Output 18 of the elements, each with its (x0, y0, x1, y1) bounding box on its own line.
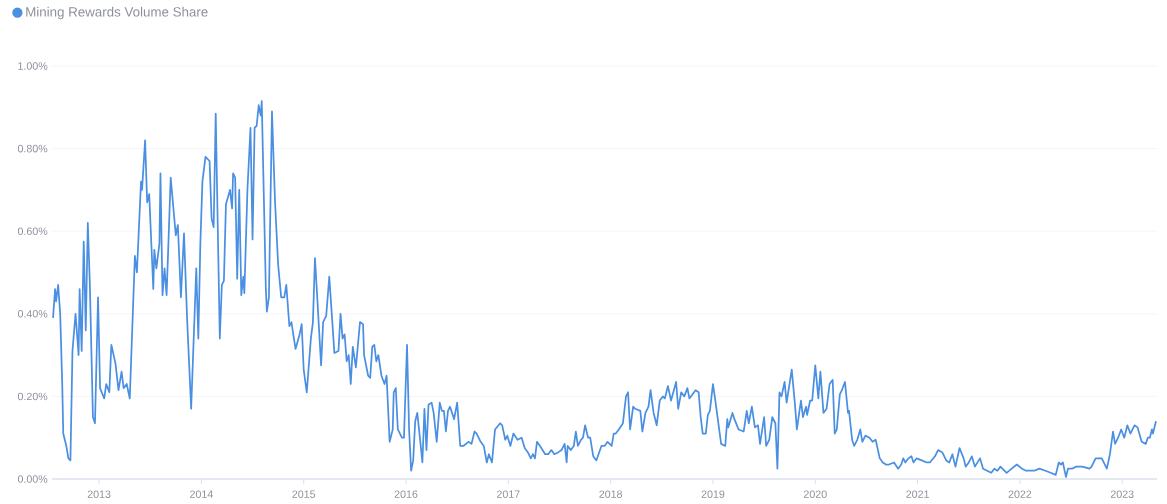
y-tick-label: 1.00% (18, 62, 48, 70)
x-tick-label: 2020 (803, 490, 827, 498)
x-tick-label: 2019 (701, 490, 725, 498)
legend-label: Mining Rewards Volume Share (26, 6, 208, 20)
x-tick-label: 2022 (1008, 490, 1032, 498)
x-tick-label: 2017 (497, 490, 520, 498)
x-tick-label: 2018 (599, 490, 623, 498)
x-tick-label: 2023 (1110, 490, 1134, 498)
y-tick-label: 0.80% (17, 144, 48, 153)
x-tick-label: 2013 (87, 490, 111, 498)
y-tick-label: 0.20% (17, 392, 48, 401)
y-tick-label: 0.00% (17, 475, 48, 483)
y-tick-label: 0.60% (17, 227, 48, 235)
y-tick-label: 0.40% (17, 310, 48, 318)
x-tick-label: 2014 (190, 490, 213, 498)
x-tick-label: 2015 (292, 490, 316, 498)
x-tick-label: 2021 (906, 490, 929, 498)
x-tick-label: 2016 (394, 490, 418, 498)
